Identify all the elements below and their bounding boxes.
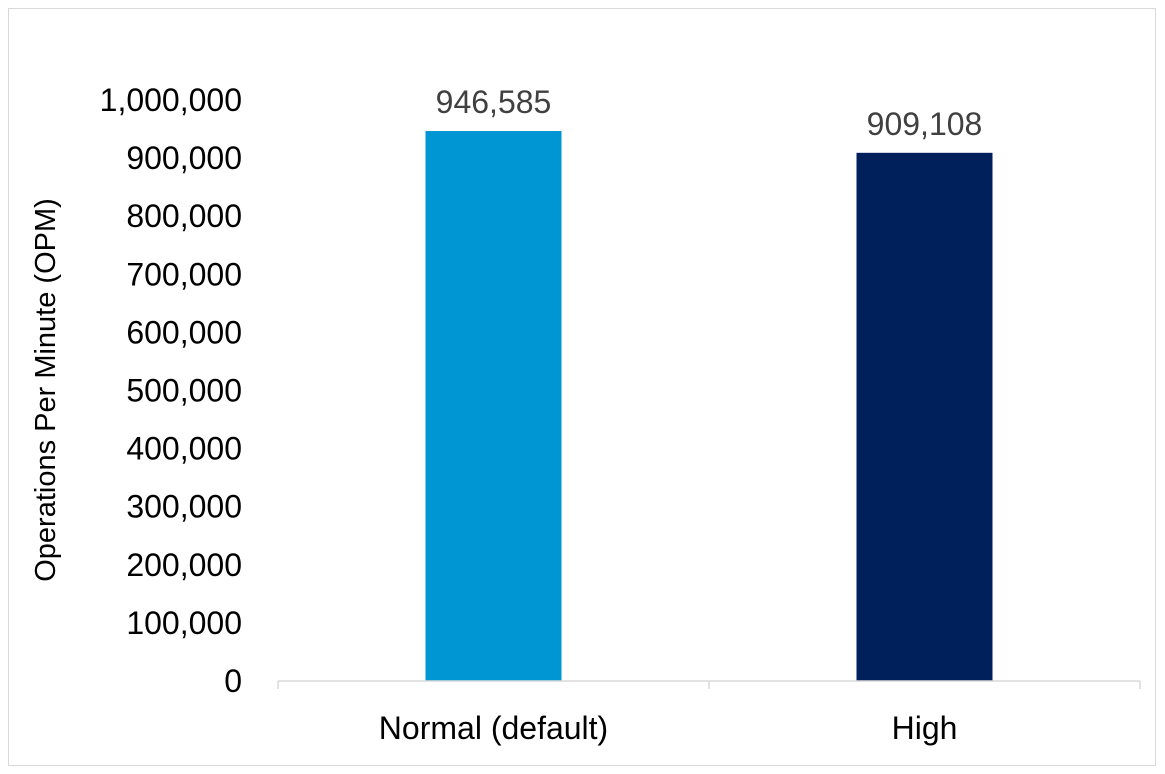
y-tick-label: 900,000 bbox=[126, 140, 242, 176]
y-tick-label: 800,000 bbox=[126, 198, 242, 234]
y-axis-ticks: 0 100,000 200,000 300,000 400,000 500,000 600,… bbox=[100, 82, 242, 699]
x-category-label: Normal (default) bbox=[379, 710, 608, 746]
data-label: 946,585 bbox=[436, 84, 552, 120]
x-axis-labels: Normal (default) High bbox=[379, 710, 958, 746]
y-tick-label: 500,000 bbox=[126, 373, 242, 409]
y-tick-label: 1,000,000 bbox=[100, 82, 242, 118]
x-category-label: High bbox=[892, 710, 958, 746]
data-label: 909,108 bbox=[867, 106, 983, 142]
y-axis-title: Operations Per Minute (OPM) bbox=[30, 198, 62, 582]
x-axis bbox=[278, 681, 1140, 689]
y-tick-label: 100,000 bbox=[126, 605, 242, 641]
bars bbox=[426, 131, 993, 681]
y-tick-label: 600,000 bbox=[126, 314, 242, 350]
y-tick-label: 200,000 bbox=[126, 547, 242, 583]
y-tick-label: 300,000 bbox=[126, 489, 242, 525]
y-tick-label: 0 bbox=[224, 663, 242, 699]
y-tick-label: 700,000 bbox=[126, 256, 242, 292]
y-tick-label: 400,000 bbox=[126, 431, 242, 467]
bar bbox=[426, 131, 562, 681]
bar bbox=[857, 153, 993, 681]
